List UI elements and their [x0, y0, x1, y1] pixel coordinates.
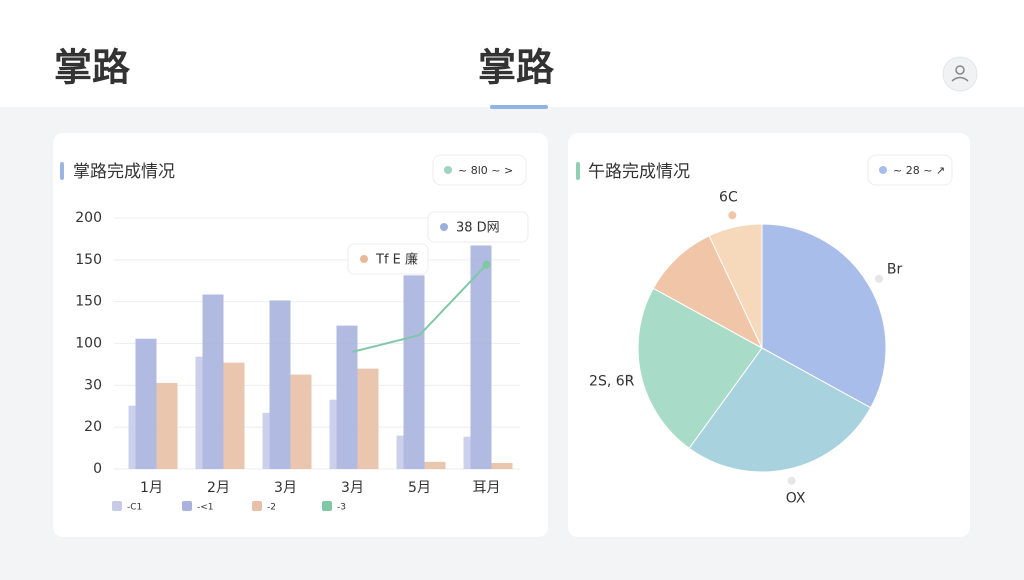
dropdown-label[interactable]: ~ 28 ~ ↗ — [893, 164, 945, 177]
pie-slice — [688, 347, 872, 473]
pie-label: 6C — [719, 190, 738, 206]
legend-swatch — [252, 501, 262, 511]
dropdown[interactable] — [867, 154, 953, 186]
pie-slice — [637, 287, 763, 450]
y-tick-label: 150 — [75, 252, 102, 268]
header-title: 掌路 — [54, 46, 131, 90]
bar — [128, 405, 136, 469]
y-tick-label: 100 — [75, 336, 102, 352]
header-tab[interactable]: 掌路 — [478, 46, 555, 90]
pie-slice — [761, 223, 887, 409]
dropdown-dot — [879, 166, 887, 174]
tooltip-dot — [360, 255, 368, 263]
y-tick-label: 200 — [75, 210, 102, 226]
x-tick-label: 耳月 — [473, 480, 501, 496]
bar — [424, 461, 446, 469]
y-tick-label: 20 — [84, 419, 102, 435]
bar — [223, 362, 245, 469]
legend-swatch — [322, 501, 332, 511]
dropdown[interactable] — [432, 154, 527, 186]
bar — [396, 435, 404, 469]
bar — [269, 300, 291, 469]
bar — [357, 368, 379, 469]
bar — [195, 356, 203, 469]
legend-label: -2 — [267, 503, 276, 513]
pie-slice — [708, 223, 763, 349]
bar — [470, 245, 492, 469]
bar — [491, 463, 513, 469]
bar — [135, 338, 157, 469]
label-dot — [728, 211, 737, 220]
y-tick-label: 30 — [84, 377, 102, 393]
title-accent — [60, 162, 64, 180]
line-series — [352, 263, 488, 353]
pie-label: 2S, 6R — [589, 374, 635, 390]
y-tick-label: 150 — [75, 294, 102, 310]
x-tick-label: 3月 — [274, 480, 297, 496]
x-tick-label: 2月 — [207, 480, 230, 496]
bar — [290, 374, 312, 469]
legend-label: -C1 — [127, 503, 142, 513]
bar — [403, 275, 425, 469]
pie-label: Br — [887, 262, 903, 278]
x-tick-label: 5月 — [408, 480, 431, 496]
avatar-icon — [951, 76, 969, 82]
dropdown-dot — [444, 166, 452, 174]
dropdown-label[interactable]: ~ 8l0 ~ > — [458, 164, 513, 177]
legend-label: -<1 — [197, 503, 214, 513]
line-point — [482, 260, 491, 269]
tab-underline — [490, 105, 548, 109]
x-tick-label: 1月 — [140, 480, 163, 496]
tooltip-label: 38 D网 — [456, 221, 500, 236]
pie-slice — [652, 235, 764, 350]
label-dot — [875, 274, 884, 283]
tooltip-label: Tf E 廉 — [375, 252, 418, 268]
pie-label: OX — [786, 490, 806, 506]
label-dot — [787, 476, 796, 485]
bar — [262, 412, 270, 469]
bar — [202, 294, 224, 469]
x-tick-label: 3月 — [341, 480, 364, 496]
bar — [329, 399, 337, 469]
tooltip-dot — [440, 223, 448, 231]
tooltip — [427, 211, 529, 243]
panel-title: 午路完成情况 — [588, 162, 690, 182]
bar — [156, 382, 178, 469]
y-tick-label: 0 — [93, 461, 102, 477]
legend-swatch — [182, 501, 192, 511]
panel-title: 掌路完成情况 — [73, 162, 175, 182]
bar — [336, 325, 358, 469]
header-bar — [0, 0, 1024, 107]
title-accent — [576, 162, 580, 180]
legend-swatch — [112, 501, 122, 511]
avatar-icon — [955, 65, 965, 75]
label-dot — [625, 373, 634, 382]
bar — [463, 436, 471, 469]
legend-label: -3 — [337, 503, 346, 513]
tooltip — [347, 243, 429, 275]
